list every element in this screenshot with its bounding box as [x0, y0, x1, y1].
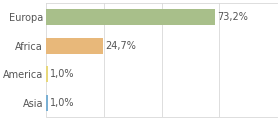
- Text: 73,2%: 73,2%: [218, 12, 248, 22]
- Text: 24,7%: 24,7%: [105, 41, 136, 51]
- Bar: [46, 38, 103, 54]
- Bar: [46, 66, 48, 82]
- Bar: [46, 95, 48, 111]
- Text: 1,0%: 1,0%: [50, 98, 75, 108]
- Text: 1,0%: 1,0%: [50, 69, 75, 79]
- Bar: [46, 9, 215, 25]
